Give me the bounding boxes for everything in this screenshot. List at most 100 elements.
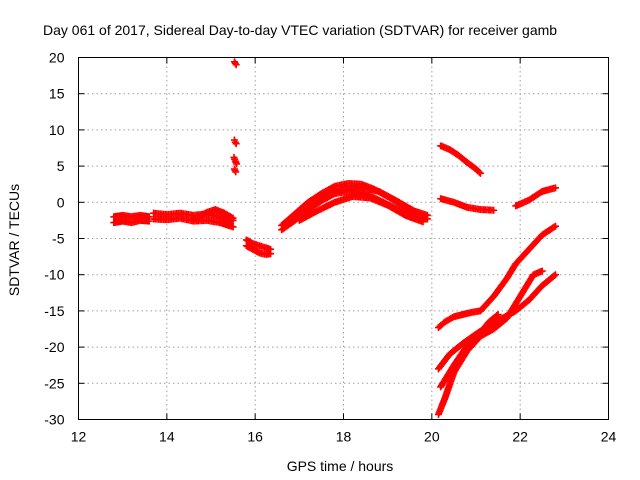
- data-series-11: [242, 242, 275, 258]
- data-point-marker: [228, 213, 236, 221]
- data-point: [476, 319, 492, 337]
- data-point: [552, 222, 559, 230]
- data-point: [295, 208, 320, 224]
- data-point: [233, 160, 241, 168]
- data-point-marker: [410, 207, 418, 215]
- data-point-marker: [538, 267, 546, 275]
- data-point: [490, 276, 510, 300]
- y-tick-label: -5: [52, 231, 65, 247]
- data-point-marker: [232, 168, 240, 176]
- data-point: [216, 219, 236, 230]
- data-series-6: [230, 58, 240, 69]
- x-tick-label: 24: [601, 429, 617, 445]
- data-point-marker: [552, 184, 559, 192]
- data-point-marker: [419, 218, 427, 226]
- data-point: [232, 140, 240, 148]
- data-series-10: [242, 236, 275, 253]
- data-point: [256, 242, 269, 251]
- x-tick-label: 20: [424, 429, 440, 445]
- data-series-9: [230, 165, 240, 176]
- data-point: [450, 343, 470, 369]
- data-point: [446, 340, 466, 358]
- y-tick-label: 15: [49, 86, 65, 102]
- data-point-marker: [233, 160, 241, 168]
- y-tick-label: 5: [57, 158, 65, 174]
- y-tick-label: -30: [44, 412, 64, 428]
- y-axis-label: SDTVAR / TECUs: [6, 184, 22, 296]
- data-point-marker: [229, 223, 237, 231]
- data-point: [437, 195, 456, 206]
- y-tick-label: 20: [49, 50, 65, 66]
- data-point: [490, 206, 498, 214]
- x-tick-label: 22: [512, 429, 528, 445]
- data-point-marker: [267, 250, 275, 258]
- data-point: [463, 203, 483, 213]
- data-series-7: [230, 136, 240, 148]
- data-point: [538, 272, 558, 290]
- data-series-18: [512, 184, 559, 210]
- data-point: [494, 311, 502, 319]
- data-point: [232, 61, 240, 69]
- x-tick-label: 12: [71, 429, 87, 445]
- data-point: [552, 184, 559, 192]
- data-point-marker: [490, 206, 498, 214]
- data-point: [203, 216, 222, 226]
- data-point: [538, 223, 558, 239]
- data-point-marker: [552, 222, 559, 230]
- grid: [78, 57, 609, 420]
- data-point-marker: [423, 211, 431, 219]
- data-point: [220, 209, 236, 221]
- data-point: [322, 186, 346, 201]
- data-point: [145, 217, 153, 225]
- data-point: [211, 206, 227, 217]
- data-point: [229, 223, 237, 231]
- data-point: [512, 297, 532, 315]
- y-tick-label: -15: [44, 303, 64, 319]
- data-point-marker: [229, 214, 237, 222]
- data-point: [516, 272, 537, 300]
- data-series-14: [295, 193, 427, 226]
- data-series-5: [189, 206, 237, 224]
- data-series-1: [110, 211, 153, 221]
- data-point: [512, 247, 532, 268]
- data-point-marker: [494, 311, 502, 319]
- data-point-marker: [231, 59, 239, 67]
- data-point: [437, 142, 452, 153]
- data-point: [434, 319, 448, 332]
- data-point: [446, 145, 461, 158]
- data-point: [232, 168, 240, 176]
- data-point: [304, 193, 328, 210]
- data-point-marker: [232, 61, 240, 69]
- y-tick-label: 10: [49, 122, 65, 138]
- data-point: [229, 214, 237, 222]
- y-tick-label: -10: [44, 267, 64, 283]
- x-tick-label: 14: [159, 429, 175, 445]
- data-point: [375, 187, 399, 204]
- data-point: [231, 138, 239, 146]
- data-point: [434, 395, 448, 418]
- data-series-19: [434, 222, 559, 332]
- data-point: [552, 271, 559, 279]
- data-series-20: [434, 271, 559, 373]
- data-point-marker: [231, 138, 239, 146]
- data-point-marker: [476, 169, 484, 177]
- y-tick-label: 0: [57, 194, 65, 210]
- data-point-marker: [475, 168, 483, 176]
- data-point: [401, 211, 426, 225]
- data-series-16: [437, 142, 484, 177]
- data-series-22: [437, 311, 502, 391]
- data-point: [423, 211, 431, 219]
- data-point: [437, 363, 457, 391]
- data-point: [231, 59, 239, 67]
- data-point-marker: [552, 271, 559, 279]
- data-point: [503, 261, 519, 282]
- data-point-marker: [232, 140, 240, 148]
- data-point-marker: [550, 272, 558, 280]
- data-point: [267, 250, 275, 258]
- data-point: [476, 169, 484, 177]
- data-point: [525, 188, 545, 204]
- data-point: [538, 267, 546, 275]
- x-axis-label: GPS time / hours: [287, 458, 394, 474]
- data-point-marker: [550, 223, 558, 231]
